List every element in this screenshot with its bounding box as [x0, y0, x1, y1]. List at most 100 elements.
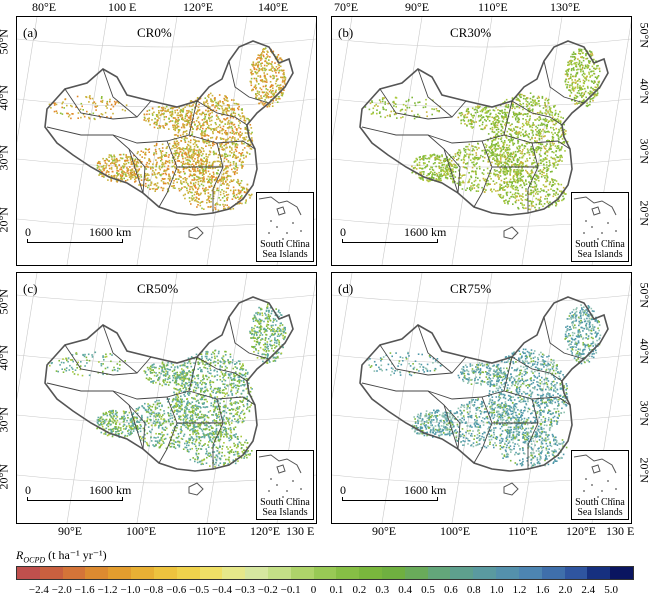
province-border: [511, 356, 563, 382]
legend-tick-label: 0.6: [444, 584, 458, 596]
panel-title: CR30%: [450, 25, 492, 40]
legend-swatch: [85, 567, 109, 579]
legend-tick-label: 0.8: [466, 584, 481, 596]
province-border: [417, 68, 467, 118]
longitude-label: 130 E: [286, 524, 315, 538]
panel-letter: (b): [338, 25, 354, 40]
province-border: [158, 140, 178, 208]
longitude-label: 120°E: [183, 0, 214, 14]
legend-tick-label: 0.5: [421, 584, 435, 596]
latitude-label: 40°N: [0, 345, 11, 371]
legend-tick-label: 0.2: [352, 584, 367, 596]
legend-swatch: [336, 567, 360, 579]
legend-tick-label: 0.4: [398, 584, 412, 596]
legend-tick-label: 5.0: [604, 584, 618, 596]
panel-title: CR75%: [450, 281, 492, 296]
legend-tick-label: −0.6: [166, 584, 187, 596]
legend-tick-label: −2.0: [51, 584, 72, 596]
longitude-label: 140°E: [258, 0, 289, 14]
south-china-sea-inset: South China Sea Islands: [256, 450, 314, 520]
country-border: [44, 40, 294, 216]
legend-swatch: [518, 567, 542, 579]
scale-label: 1600 km: [404, 225, 447, 239]
map-svg: [332, 273, 631, 523]
scale-bar: [27, 497, 123, 501]
province-border: [64, 344, 138, 376]
longitude-label: 100°E: [440, 524, 471, 538]
map-panel-a: (a) CR0% 0 1600 km South China Sea Islands: [16, 16, 317, 266]
scale-label: 1600 km: [89, 483, 132, 497]
country-border: [359, 40, 609, 216]
province-border: [379, 88, 453, 120]
province-border: [228, 60, 270, 104]
longitude-label: 130 E: [606, 524, 635, 538]
inset-label-line1: South China: [575, 497, 625, 508]
latitude-label: 50°N: [0, 29, 11, 55]
legend-swatch: [496, 567, 519, 579]
legend-tick-label: −0.1: [280, 584, 301, 596]
country-border: [359, 296, 609, 472]
scale-zero: 0: [25, 483, 31, 497]
color-legend-bar: [16, 566, 634, 580]
scale-bar: [342, 497, 438, 501]
province-border: [443, 404, 461, 450]
latitude-label: 20°N: [0, 207, 11, 233]
province-border: [543, 316, 585, 360]
scale-bar: [342, 239, 438, 243]
legend-swatch: [313, 567, 337, 579]
panel-letter: (d): [338, 281, 354, 296]
map-panel-b: (b) CR30% 0 1600 km South China Sea Islands: [331, 16, 632, 266]
longitude-label: 90°E: [58, 524, 83, 538]
latitude-label: 40°N: [637, 338, 650, 364]
country-border: [44, 296, 294, 472]
longitude-label: 110°E: [196, 524, 226, 538]
province-border: [196, 356, 248, 382]
longitude-label: 130°E: [550, 0, 581, 14]
province-border: [102, 324, 152, 374]
latitude-label: 30°N: [637, 138, 650, 164]
province-border: [228, 316, 270, 360]
legend-swatch: [176, 567, 200, 579]
latitude-label: 30°N: [0, 407, 11, 433]
hainan-island: [188, 482, 204, 496]
panel-title: CR50%: [137, 281, 179, 296]
province-border: [128, 404, 146, 450]
panel-letter: (a): [23, 25, 38, 40]
legend-swatch: [404, 567, 428, 579]
province-border: [212, 398, 224, 469]
inset-label-line1: South China: [575, 239, 625, 250]
legend-swatch: [450, 567, 474, 579]
legend-swatch: [153, 567, 177, 579]
latitude-label: 50°N: [637, 282, 650, 308]
map-svg: [332, 17, 631, 265]
province-border: [196, 100, 248, 126]
latitude-label: 50°N: [0, 289, 11, 315]
longitude-label: 90°E: [405, 0, 430, 14]
latitude-label: 40°N: [0, 85, 11, 111]
scale-label: 1600 km: [89, 225, 132, 239]
province-border: [417, 324, 467, 374]
province-border: [379, 344, 453, 376]
south-china-sea-inset: South China Sea Islands: [571, 192, 629, 262]
legend-tick-label: −0.4: [212, 584, 232, 596]
province-border: [543, 60, 585, 104]
longitude-label: 80°E: [32, 0, 57, 14]
legend-swatch: [62, 567, 86, 579]
cropland-dots: [47, 303, 287, 468]
inset-label-line1: South China: [260, 497, 310, 508]
legend-tick-label: 0.1: [329, 584, 344, 596]
province-border: [212, 142, 224, 213]
longitude-label: 120°E: [566, 524, 597, 538]
legend-swatch: [359, 567, 382, 579]
legend-tick-label: −2.4: [28, 584, 49, 596]
scale-bar: [27, 239, 123, 243]
province-border: [188, 134, 256, 150]
legend-tick-label: −0.2: [257, 584, 278, 596]
province-border: [511, 100, 563, 126]
cropland-dots: [367, 304, 602, 468]
latitude-label: 20°N: [637, 457, 650, 483]
scale-zero: 0: [340, 483, 346, 497]
scale-zero: 0: [340, 225, 346, 239]
latitude-label: 50°N: [637, 22, 650, 48]
legend-tick-label: −0.3: [234, 584, 255, 596]
